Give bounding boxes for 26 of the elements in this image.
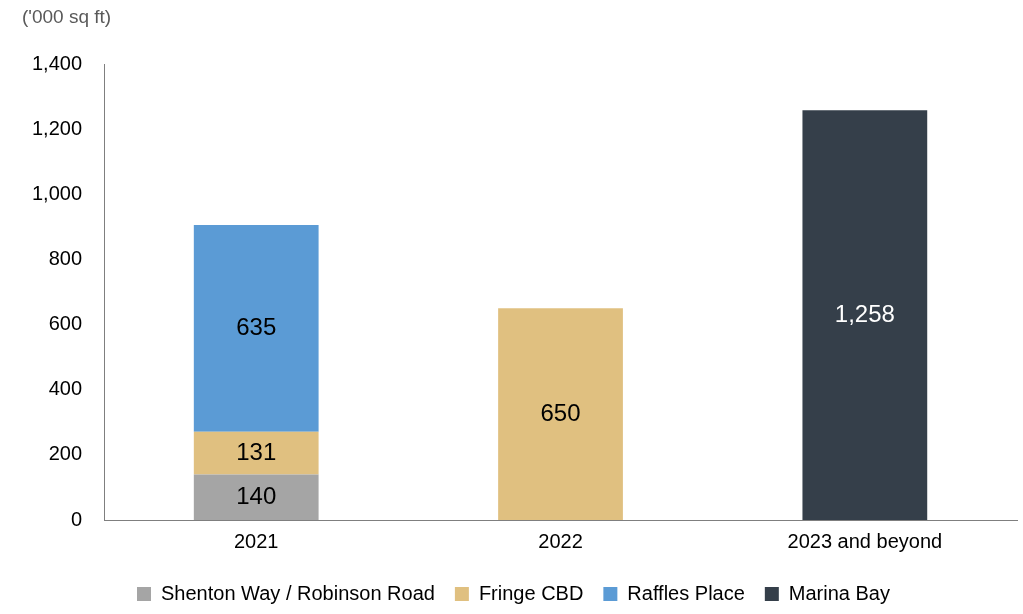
y-tick-label: 800 [48, 246, 83, 269]
data-label: 140 [236, 481, 277, 509]
data-label: 635 [236, 312, 277, 340]
x-tick-label: 2021 [233, 529, 279, 552]
bar [193, 431, 319, 475]
data-label: 1,258 [834, 299, 895, 327]
y-tick-label: 1,200 [31, 116, 83, 139]
x-tick-label: 2023 and beyond [787, 529, 943, 552]
y-axis-title: ('000 sq ft) [22, 6, 112, 28]
y-tick-label: 200 [48, 442, 83, 465]
data-label: 650 [540, 398, 581, 426]
bar [498, 308, 623, 520]
bar [193, 224, 319, 432]
y-tick-label: 1,000 [31, 181, 83, 204]
bar [802, 110, 928, 520]
legend-label: Fringe CBD [478, 581, 584, 604]
y-tick-label: 400 [48, 377, 83, 400]
x-tick-label: 2022 [538, 529, 583, 552]
y-tick-label: 0 [70, 507, 83, 530]
legend-label: Marina Bay [788, 581, 890, 604]
y-tick-label: 600 [48, 312, 83, 335]
y-tick-label: 1,400 [31, 51, 83, 74]
legend-label: Shenton Way / Robinson Road [161, 581, 435, 604]
legend-label: Raffles Place [627, 581, 745, 604]
data-label: 131 [236, 437, 277, 465]
bar [193, 474, 319, 520]
